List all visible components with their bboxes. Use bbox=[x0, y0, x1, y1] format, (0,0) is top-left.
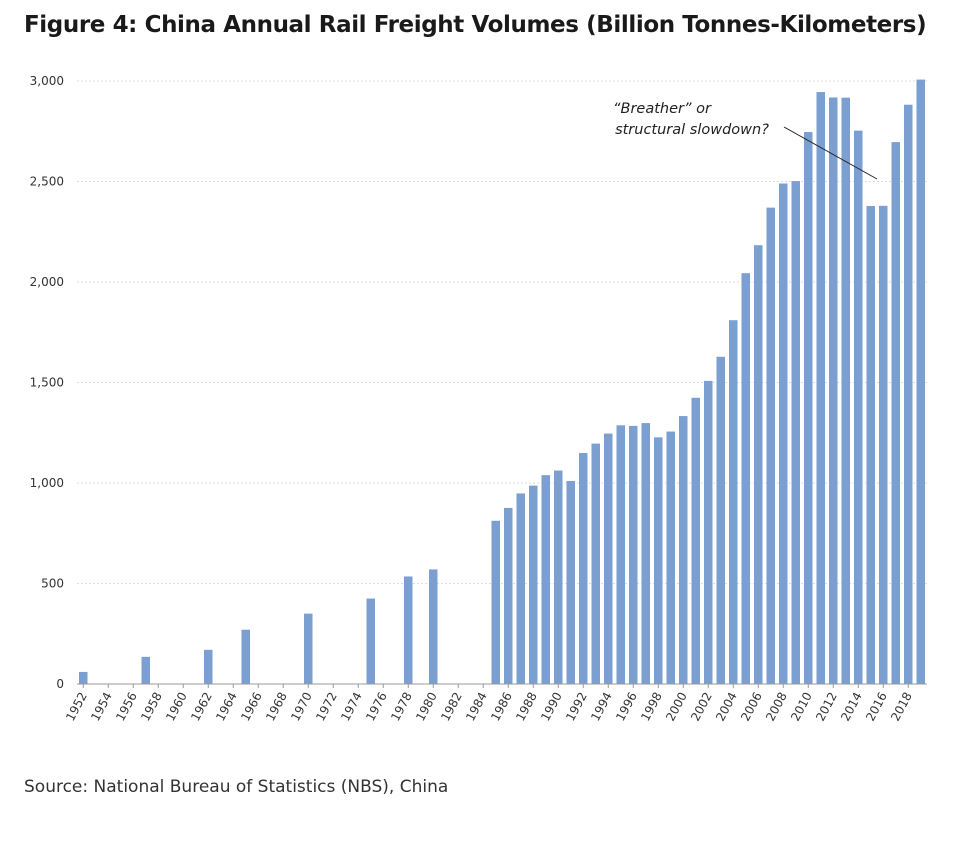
x-tick-label: 1992 bbox=[563, 690, 590, 724]
x-tick-label: 1998 bbox=[638, 690, 665, 724]
bar bbox=[816, 92, 825, 685]
y-tick-label: 2,000 bbox=[30, 275, 64, 289]
y-tick-label: 1,000 bbox=[30, 476, 64, 490]
x-tick-label: 2018 bbox=[888, 690, 915, 724]
x-tick-label: 2014 bbox=[838, 690, 865, 724]
x-tick-label: 2004 bbox=[713, 690, 740, 724]
bar bbox=[741, 273, 750, 684]
annotation-pointer bbox=[783, 126, 878, 180]
x-tick-label: 1988 bbox=[513, 690, 540, 724]
x-tick-label: 1958 bbox=[138, 690, 165, 724]
bar bbox=[579, 453, 588, 684]
bar bbox=[304, 613, 313, 684]
x-tick-label: 1986 bbox=[488, 690, 515, 724]
bar bbox=[429, 569, 438, 684]
x-tick-label: 1960 bbox=[163, 690, 190, 724]
bar bbox=[591, 443, 600, 684]
bar bbox=[491, 520, 500, 684]
bar bbox=[716, 356, 725, 684]
bar bbox=[541, 475, 550, 684]
x-tick-label: 1962 bbox=[188, 690, 215, 724]
x-tick-label: 1984 bbox=[463, 690, 490, 724]
bar bbox=[141, 656, 150, 684]
x-tick-label: 2000 bbox=[663, 690, 690, 724]
x-tick-label: 1982 bbox=[438, 690, 465, 724]
x-tick-label: 1994 bbox=[588, 690, 615, 724]
bar bbox=[529, 485, 538, 684]
bar bbox=[866, 206, 875, 684]
x-axis-ticks: 1952195419561958196019621964196619681970… bbox=[63, 684, 915, 723]
y-tick-label: 3,000 bbox=[30, 74, 64, 88]
bar bbox=[204, 649, 213, 684]
gridlines bbox=[77, 80, 927, 584]
x-tick-label: 1952 bbox=[63, 690, 90, 724]
bar bbox=[404, 576, 413, 684]
bar bbox=[804, 132, 813, 684]
bar bbox=[629, 425, 638, 684]
x-tick-label: 2002 bbox=[688, 690, 715, 724]
source-note: Source: National Bureau of Statistics (N… bbox=[24, 777, 449, 797]
y-axis-ticks: 0 500 1,000 1,500 2,000 2,500 3,000 bbox=[30, 74, 64, 691]
x-tick-label: 1970 bbox=[288, 690, 315, 724]
bar bbox=[754, 245, 763, 685]
x-tick-label: 1966 bbox=[238, 690, 265, 724]
bar bbox=[779, 183, 788, 684]
x-tick-label: 1956 bbox=[113, 690, 140, 724]
x-tick-label: 1996 bbox=[613, 690, 640, 724]
x-tick-label: 1976 bbox=[363, 690, 390, 724]
bar bbox=[679, 416, 688, 684]
bar bbox=[616, 425, 625, 684]
annotation: “Breather” or structural slowdown? bbox=[613, 101, 878, 180]
bar bbox=[791, 181, 800, 684]
x-tick-label: 1964 bbox=[213, 690, 240, 724]
bar bbox=[729, 320, 738, 684]
bar bbox=[241, 629, 250, 684]
bar bbox=[766, 207, 775, 684]
x-tick-label: 1980 bbox=[413, 690, 440, 724]
bar bbox=[691, 397, 700, 684]
bar bbox=[554, 470, 563, 684]
x-tick-label: 2010 bbox=[788, 690, 815, 724]
x-tick-label: 2012 bbox=[813, 690, 840, 724]
bar bbox=[504, 507, 513, 684]
bar bbox=[79, 671, 88, 684]
bars bbox=[79, 79, 925, 685]
y-tick-label: 0 bbox=[56, 677, 64, 691]
x-tick-label: 1990 bbox=[538, 690, 565, 724]
chart-title: Figure 4: China Annual Rail Freight Volu… bbox=[24, 12, 927, 38]
x-tick-label: 1978 bbox=[388, 690, 415, 724]
x-tick-label: 1954 bbox=[88, 690, 115, 724]
bar bbox=[891, 142, 900, 684]
x-tick-label: 2008 bbox=[763, 690, 790, 724]
y-tick-label: 1,500 bbox=[30, 376, 64, 390]
x-tick-label: 2016 bbox=[863, 690, 890, 724]
y-tick-label: 500 bbox=[41, 577, 64, 591]
bar bbox=[641, 423, 650, 684]
x-tick-label: 1972 bbox=[313, 690, 340, 724]
bar bbox=[366, 598, 375, 684]
bar bbox=[854, 130, 863, 685]
bar bbox=[704, 380, 713, 684]
bar bbox=[916, 79, 925, 684]
bar bbox=[516, 493, 525, 684]
bar bbox=[904, 104, 913, 684]
bar bbox=[879, 205, 888, 685]
bar bbox=[841, 97, 850, 685]
bar bbox=[566, 480, 575, 684]
bar bbox=[666, 431, 675, 684]
x-tick-label: 2006 bbox=[738, 690, 765, 724]
annotation-line-2: structural slowdown? bbox=[615, 122, 769, 138]
annotation-line-1: “Breather” or bbox=[613, 101, 712, 117]
x-tick-label: 1974 bbox=[338, 690, 365, 724]
y-tick-label: 2,500 bbox=[30, 175, 64, 189]
bar bbox=[604, 433, 613, 684]
bar bbox=[829, 97, 838, 685]
x-tick-label: 1968 bbox=[263, 690, 290, 724]
bar bbox=[654, 437, 663, 684]
